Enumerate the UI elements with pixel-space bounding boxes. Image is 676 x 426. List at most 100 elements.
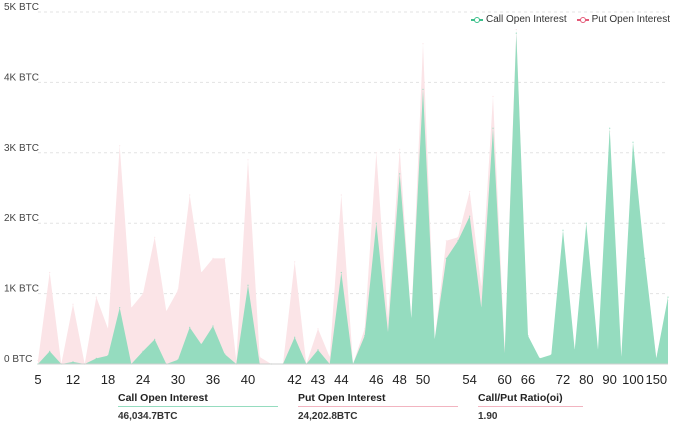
- point-call-30: [387, 331, 389, 333]
- x-tick-label-19: 100: [622, 372, 644, 387]
- point-put-5: [95, 296, 97, 298]
- summary-stats: Call Open Interest 46,034.7BTC Put Open …: [118, 392, 658, 422]
- point-call-6: [107, 355, 109, 357]
- x-tick-label-12: 50: [416, 372, 430, 387]
- point-call-54: [667, 296, 669, 298]
- x-tick-label-13: 54: [462, 372, 476, 387]
- point-put-24: [317, 328, 319, 330]
- x-tick-label-1: 12: [66, 372, 80, 387]
- point-put-22: [294, 261, 296, 263]
- point-put-0: [37, 359, 39, 362]
- y-tick-label-0: 0 BTC: [4, 354, 32, 365]
- stat-call-open-interest: Call Open Interest 46,034.7BTC: [118, 392, 298, 422]
- y-axis: 0 BTC 1K BTC 2K BTC 3K BTC 4K BTC 5K BTC: [4, 2, 39, 365]
- stat-put-label: Put Open Interest: [298, 392, 386, 404]
- point-call-37: [469, 215, 471, 217]
- point-call-46: [574, 349, 576, 351]
- point-call-47: [585, 222, 587, 224]
- stat-put-open-interest: Put Open Interest 24,202.8BTC: [298, 392, 478, 422]
- x-tick-label-14: 60: [497, 372, 511, 387]
- point-put-13: [189, 194, 191, 196]
- point-call-18: [247, 284, 249, 286]
- x-tick-label-9: 44: [334, 372, 348, 387]
- point-call-24: [317, 349, 319, 351]
- point-put-31: [399, 148, 401, 150]
- point-call-42: [527, 335, 529, 337]
- legend-item-put[interactable]: Put Open Interest: [576, 14, 670, 25]
- point-put-29: [375, 152, 377, 154]
- point-call-53: [655, 357, 657, 359]
- legend-put-marker: [576, 16, 589, 23]
- point-put-37: [469, 190, 471, 193]
- y-tick-label-5: 5K BTC: [4, 2, 39, 13]
- x-tick-label-6: 40: [241, 372, 255, 387]
- point-call-13: [189, 326, 191, 328]
- x-tick-label-3: 24: [136, 372, 150, 387]
- point-call-22: [294, 336, 296, 338]
- x-tick-label-5: 36: [206, 372, 220, 387]
- point-put-39: [492, 95, 494, 98]
- point-call-16: [224, 353, 226, 355]
- point-call-32: [410, 317, 412, 319]
- point-call-9: [142, 350, 144, 352]
- point-call-33: [422, 88, 424, 90]
- stat-ratio-underline: [478, 406, 583, 407]
- point-call-35: [445, 257, 447, 259]
- point-put-8: [130, 307, 132, 309]
- series-area-put: [38, 29, 668, 364]
- stat-ratio-value: 1.90: [478, 411, 498, 422]
- point-call-50: [620, 356, 622, 358]
- point-call-49: [609, 127, 611, 129]
- point-call-7: [119, 307, 121, 309]
- point-call-12: [177, 359, 179, 361]
- point-call-45: [562, 229, 564, 231]
- point-put-14: [200, 271, 202, 274]
- point-put-17: [235, 359, 237, 362]
- x-tick-label-15: 66: [521, 372, 535, 387]
- point-call-40: [504, 352, 506, 354]
- point-call-5: [95, 357, 97, 359]
- point-put-35: [445, 240, 447, 242]
- point-put-25: [329, 356, 331, 358]
- point-call-31: [399, 173, 401, 175]
- stat-call-put-ratio: Call/Put Ratio(oi) 1.90: [478, 392, 658, 422]
- point-call-39: [492, 127, 494, 129]
- point-put-7: [119, 145, 121, 147]
- point-put-10: [154, 236, 156, 238]
- legend-call-label: Call Open Interest: [486, 14, 567, 25]
- point-call-51: [632, 141, 634, 143]
- series-area-call: [38, 33, 668, 364]
- point-call-41: [515, 32, 517, 34]
- x-tick-label-8: 43: [311, 372, 325, 387]
- legend-item-call[interactable]: Call Open Interest: [471, 14, 567, 25]
- point-put-11: [165, 310, 167, 312]
- point-put-15: [212, 257, 214, 259]
- point-put-36: [457, 236, 459, 238]
- legend-put-label: Put Open Interest: [591, 14, 670, 25]
- point-put-3: [72, 303, 74, 305]
- x-tick-label-16: 72: [556, 372, 570, 387]
- y-tick-label-2: 2K BTC: [4, 213, 39, 224]
- x-tick-label-0: 5: [34, 372, 41, 387]
- open-interest-chart: 0 BTC 1K BTC 2K BTC 3K BTC 4K BTC 5K BTC 5 12 1…: [4, 2, 669, 387]
- x-tick-label-20: 150: [645, 372, 667, 387]
- point-put-38: [480, 286, 482, 288]
- y-tick-label-1: 1K BTC: [4, 284, 39, 295]
- x-tick-label-2: 18: [101, 372, 115, 387]
- point-put-16: [224, 257, 226, 259]
- stat-call-underline: [118, 406, 278, 407]
- x-tick-label-18: 90: [602, 372, 616, 387]
- point-put-1: [49, 271, 51, 274]
- point-put-30: [387, 317, 389, 319]
- point-put-28: [364, 328, 366, 330]
- stat-call-label: Call Open Interest: [118, 392, 208, 404]
- point-put-9: [142, 293, 144, 295]
- point-call-36: [457, 240, 459, 242]
- point-put-12: [177, 289, 179, 291]
- point-call-3: [72, 361, 74, 363]
- series-areas: [37, 29, 669, 365]
- x-axis: 5 12 18 24 30 36 40 42 43 44 46 48 50 54 60 66 72 80 90 100…: [34, 363, 668, 387]
- point-call-44: [550, 354, 552, 356]
- point-call-10: [154, 338, 156, 340]
- legend-call-marker: [471, 16, 483, 23]
